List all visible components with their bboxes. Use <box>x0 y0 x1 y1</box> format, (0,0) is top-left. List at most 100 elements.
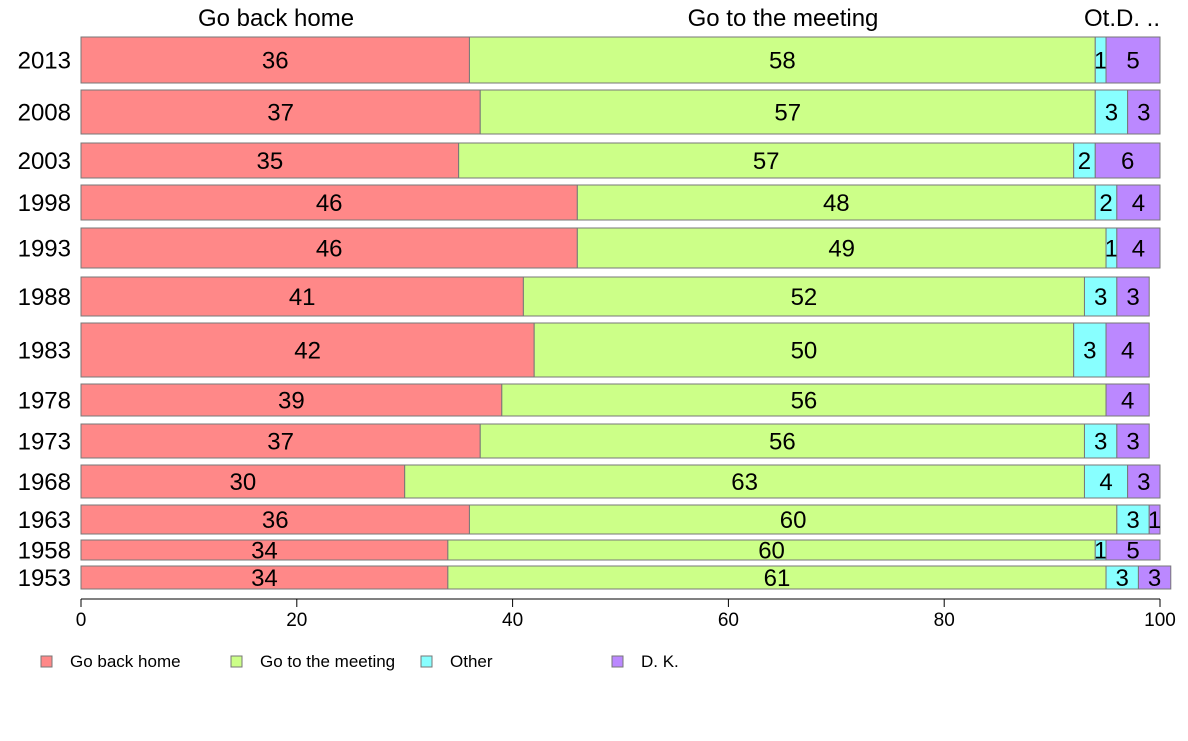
top-label: Go back home <box>198 5 354 32</box>
bar-segment <box>576 227 1107 269</box>
x-tick-label: 80 <box>934 610 955 631</box>
data-label: 37 <box>267 429 294 456</box>
bar-segment <box>80 423 481 459</box>
bar-segment <box>1127 464 1161 499</box>
year-labels: 2013 2008 2003 1998 1993 1988 1983 1978 1973 1968… <box>18 48 71 593</box>
legend-swatch <box>230 655 243 668</box>
year-label: 1993 <box>18 236 71 263</box>
data-label: 3 <box>1105 100 1118 127</box>
year-label: 1958 <box>18 538 71 565</box>
data-label: 34 <box>251 565 278 592</box>
data-label: 49 <box>828 236 855 263</box>
bars-group: 36 58 1 537 57 3 335 57 2 646 48 2 446 49 1 441 52 3 342 50… <box>80 36 1172 592</box>
data-label: 41 <box>289 284 316 311</box>
data-label: 2 <box>1099 190 1112 217</box>
bar-segment <box>458 142 1075 179</box>
data-label: 58 <box>769 48 796 75</box>
year-label: 2008 <box>18 100 71 127</box>
data-label: 1 <box>1094 538 1107 565</box>
data-label: 4 <box>1099 469 1112 496</box>
data-label: 3 <box>1148 565 1161 592</box>
bar-segment <box>576 184 1096 221</box>
bar-segment <box>501 383 1107 417</box>
bar-segment <box>1116 276 1150 317</box>
bar-segment <box>80 227 578 269</box>
data-label: 3 <box>1094 284 1107 311</box>
data-label: 60 <box>758 538 785 565</box>
data-label: 3 <box>1126 429 1139 456</box>
data-label: 50 <box>791 338 818 365</box>
data-label: 3 <box>1137 100 1150 127</box>
x-tick-label: 60 <box>718 610 739 631</box>
bar-segment <box>1094 142 1161 179</box>
x-tick-label: 40 <box>502 610 523 631</box>
data-label: 42 <box>294 338 321 365</box>
data-label: 57 <box>753 148 780 175</box>
data-label: 6 <box>1121 148 1134 175</box>
legend-label: Other <box>450 652 493 671</box>
year-label: 1963 <box>18 507 71 534</box>
year-label: 1983 <box>18 338 71 365</box>
data-label: 4 <box>1132 190 1145 217</box>
data-label: 3 <box>1116 565 1129 592</box>
data-label: 46 <box>316 236 343 263</box>
bar-segment <box>1127 89 1161 135</box>
bar-segment <box>468 504 1118 535</box>
data-label: 39 <box>278 388 305 415</box>
data-label: 56 <box>791 388 818 415</box>
top-label: Ot.D. .. <box>1084 5 1160 32</box>
bar-segment <box>1116 423 1150 459</box>
data-label: 2 <box>1078 148 1091 175</box>
bar-segment <box>1116 227 1161 269</box>
data-label: 57 <box>774 100 801 127</box>
legend-label: D. K. <box>641 652 679 671</box>
bar-segment <box>1105 36 1161 84</box>
bar-segment <box>80 276 524 317</box>
legend: Go back home Go to the meeting Other D. K. <box>40 652 679 671</box>
legend-label: Go to the meeting <box>260 652 395 671</box>
bar-segment <box>1148 504 1161 535</box>
bar-segment <box>1116 184 1161 221</box>
year-label: 1973 <box>18 429 71 456</box>
data-label: 37 <box>267 100 294 127</box>
bar-segment <box>468 36 1096 84</box>
x-axis: 0 20 40 60 80 100 <box>76 598 1176 631</box>
x-tick-label: 20 <box>286 610 307 631</box>
data-label: 3 <box>1083 338 1096 365</box>
data-label: 30 <box>229 469 256 496</box>
data-label: 5 <box>1126 538 1139 565</box>
data-label: 3 <box>1126 284 1139 311</box>
x-tick-label: 100 <box>1144 610 1176 631</box>
bar-segment <box>1105 322 1150 378</box>
year-label: 2013 <box>18 48 71 75</box>
bar-segment <box>80 142 460 179</box>
bar-segment <box>80 322 535 378</box>
year-label: 2003 <box>18 148 71 175</box>
data-label: 3 <box>1126 507 1139 534</box>
data-label: 4 <box>1121 388 1134 415</box>
year-label: 1988 <box>18 284 71 311</box>
data-label: 52 <box>791 284 818 311</box>
bar-segment <box>1137 565 1172 590</box>
year-label: 1968 <box>18 469 71 496</box>
bar-segment <box>1073 322 1107 378</box>
year-label: 1998 <box>18 190 71 217</box>
legend-swatch <box>611 655 624 668</box>
bar-segment <box>80 383 503 417</box>
data-label: 5 <box>1126 48 1139 75</box>
bar-segment <box>1083 464 1129 499</box>
top-label: Go to the meeting <box>688 5 879 32</box>
legend-swatch <box>420 655 433 668</box>
data-label: 61 <box>764 565 791 592</box>
data-label: 1 <box>1148 507 1161 534</box>
legend-label: Go back home <box>70 652 181 671</box>
data-label: 4 <box>1121 338 1134 365</box>
data-label: 36 <box>262 507 289 534</box>
bar-segment <box>479 423 1085 459</box>
bar-segment <box>80 184 578 221</box>
bar-segment <box>80 36 470 84</box>
bar-segment <box>1105 383 1150 417</box>
data-label: 46 <box>316 190 343 217</box>
